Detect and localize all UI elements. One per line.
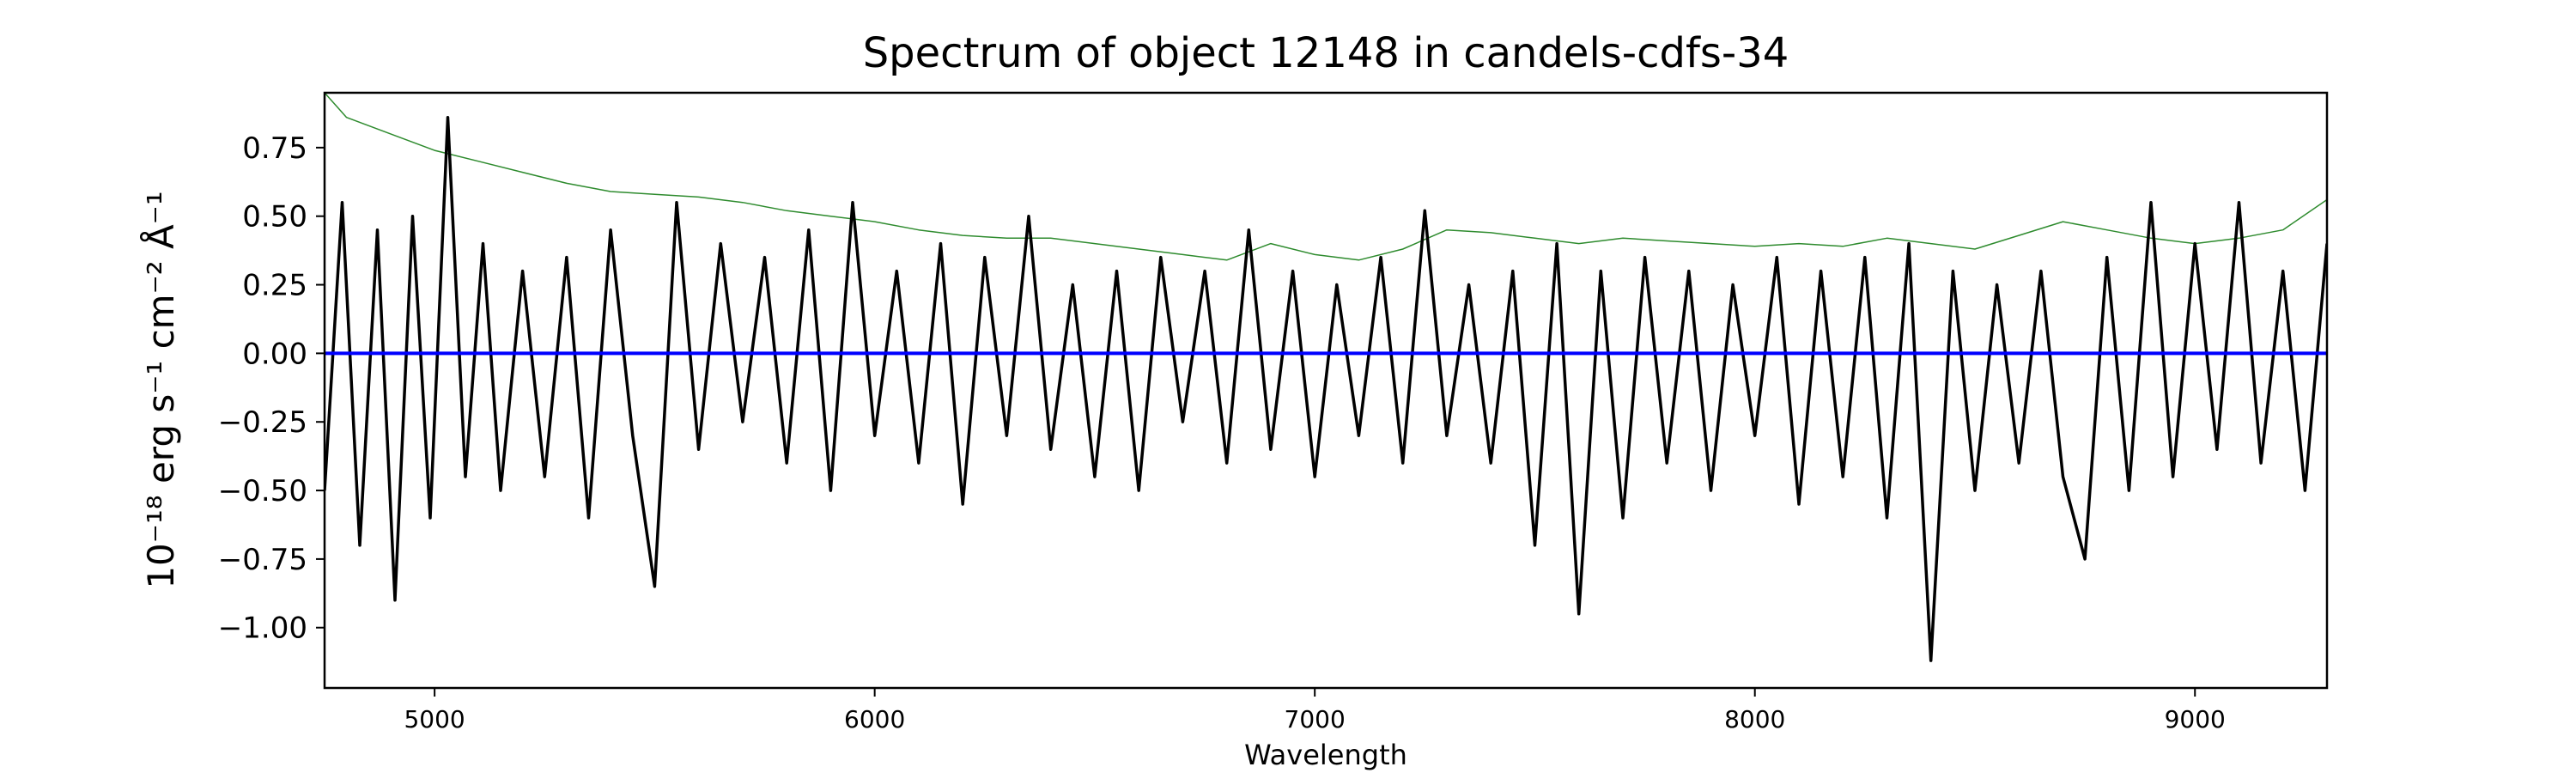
x-tick-label: 7000 bbox=[1285, 705, 1346, 733]
x-axis: 5000 6000 7000 8000 9000 bbox=[404, 688, 2226, 733]
series-layer bbox=[325, 93, 2327, 662]
series-line-flux bbox=[325, 115, 2327, 662]
x-tick-label: 5000 bbox=[404, 705, 465, 733]
y-tick-label: −0.50 bbox=[218, 474, 307, 508]
y-tick-label: 0.25 bbox=[242, 269, 307, 303]
plot-area bbox=[323, 91, 2329, 690]
y-tick-label: 0.75 bbox=[242, 131, 307, 166]
y-tick-label: 0.00 bbox=[242, 337, 307, 371]
x-axis-label: Wavelength bbox=[1244, 739, 1407, 771]
y-tick-label: −0.75 bbox=[218, 543, 307, 577]
series-line-model bbox=[325, 93, 2327, 261]
y-tick-label: 0.50 bbox=[242, 200, 307, 234]
y-tick-label: −1.00 bbox=[218, 612, 307, 646]
chart-title: Spectrum of object 12148 in candels-cdfs… bbox=[863, 29, 1789, 77]
x-tick-label: 9000 bbox=[2165, 705, 2226, 733]
x-tick-label: 8000 bbox=[1724, 705, 1785, 733]
y-axis: 0.75 0.50 0.25 0.00 −0.25 −0.50 −0.75 −1.00 bbox=[218, 131, 325, 646]
plot-frame bbox=[323, 91, 2329, 690]
y-tick-label: −0.25 bbox=[218, 405, 307, 440]
x-tick-label: 6000 bbox=[844, 705, 905, 733]
y-axis-label: 10⁻¹⁸ erg s⁻¹ cm⁻² Å⁻¹ bbox=[139, 191, 182, 588]
